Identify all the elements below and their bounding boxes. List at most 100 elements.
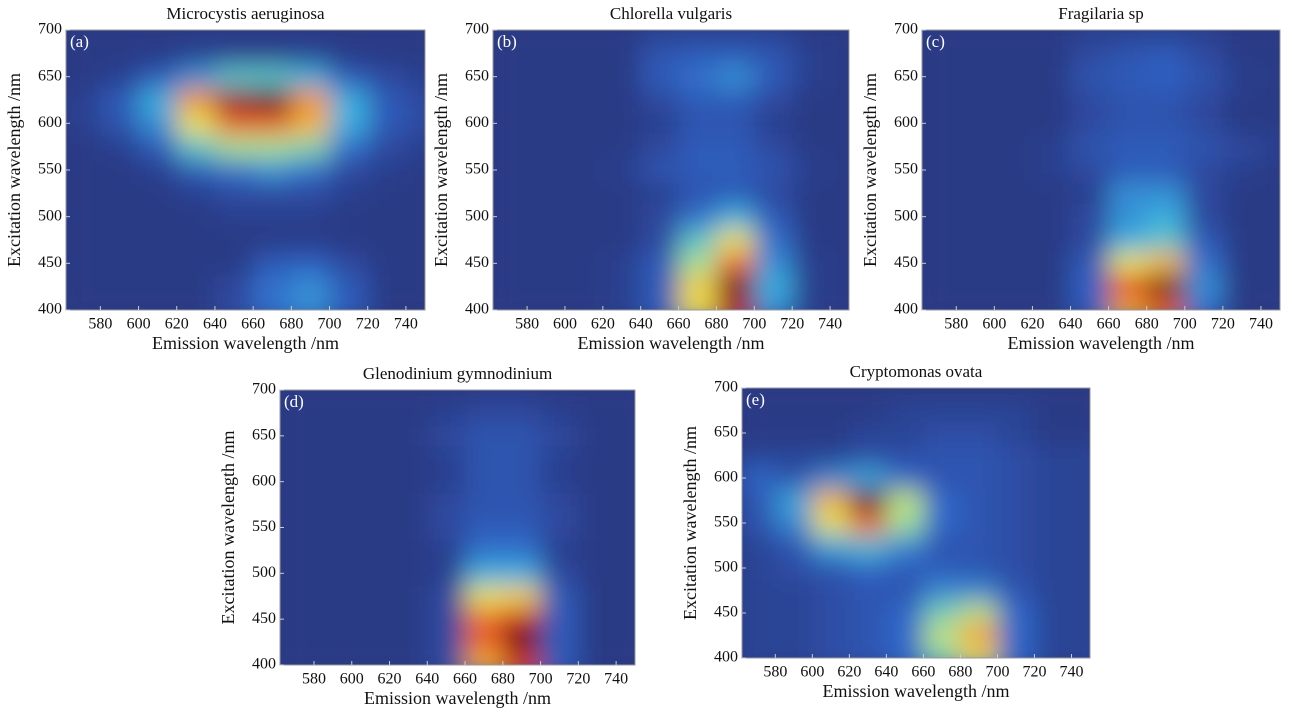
- heat-cell: [1034, 399, 1072, 423]
- heat-cell: [923, 444, 961, 468]
- heat-cell: [1146, 298, 1186, 310]
- heat-cell: [1108, 298, 1148, 310]
- heat-cell: [465, 630, 504, 655]
- heat-cell: [1032, 275, 1072, 299]
- heat-cell: [754, 275, 793, 299]
- heat-cell: [1108, 65, 1148, 89]
- heat-cell: [578, 538, 617, 563]
- heat-cell: [1184, 158, 1224, 183]
- heat-cell: [1146, 251, 1186, 276]
- heat-cell: [1070, 135, 1110, 159]
- heat-cell: [1108, 135, 1148, 159]
- heat-cell: [616, 538, 635, 563]
- heat-cell: [66, 275, 101, 299]
- heat-cell: [1260, 30, 1280, 43]
- heat-cell: [602, 298, 642, 310]
- heat-cell: [1222, 30, 1262, 43]
- heat-cell: [956, 41, 995, 66]
- heat-cell: [1070, 41, 1110, 66]
- heat-cell: [640, 275, 680, 299]
- heat-cell: [253, 158, 292, 183]
- heat-cell: [367, 181, 407, 206]
- heat-cell: [502, 607, 542, 632]
- x-tick-label: 640: [1059, 316, 1083, 333]
- heat-cell: [602, 251, 642, 276]
- heat-cell: [792, 298, 831, 310]
- heat-cell: [640, 228, 680, 253]
- heat-cell: [792, 181, 831, 206]
- heat-cell: [640, 158, 680, 183]
- heat-cell: [1260, 88, 1280, 113]
- heat-cell: [578, 653, 617, 665]
- heat-cell: [176, 205, 216, 229]
- heat-cell: [291, 228, 331, 253]
- heat-cell: [564, 30, 604, 43]
- heat-cell: [1108, 111, 1148, 136]
- heat-cell: [214, 65, 254, 89]
- heat-cell: [716, 135, 755, 159]
- heat-cell: [329, 111, 369, 136]
- heat-cell: [923, 579, 961, 603]
- heat-cell: [1034, 601, 1072, 625]
- heat-cell: [1034, 511, 1072, 535]
- heat-cell: [997, 466, 1035, 490]
- heat-cell: [830, 181, 849, 206]
- x-tick-label: 600: [340, 671, 364, 688]
- heat-cell: [678, 65, 717, 89]
- x-tick-label: 700: [985, 664, 1009, 681]
- heat-cell: [138, 205, 178, 229]
- heat-cell: [1108, 181, 1148, 206]
- heat-cell: [602, 228, 642, 253]
- x-tick-label: 600: [800, 664, 824, 681]
- heat-cell: [886, 556, 924, 580]
- heat-cell: [427, 561, 466, 586]
- heat-cell: [1108, 158, 1148, 183]
- heat-cell: [540, 424, 579, 448]
- heat-cell: [389, 447, 428, 471]
- x-tick-label: 740: [1059, 664, 1083, 681]
- heat-cell: [253, 205, 292, 229]
- x-tick-label: 700: [742, 316, 766, 333]
- heat-cell: [367, 135, 407, 159]
- heat-cell: [527, 111, 566, 136]
- heat-cell: [1184, 41, 1224, 66]
- plot-area: [493, 30, 849, 310]
- heat-cell: [923, 511, 961, 535]
- heat-cell: [997, 646, 1035, 658]
- heat-cell: [493, 30, 528, 43]
- heat-cell: [1222, 111, 1262, 136]
- heat-cell: [994, 111, 1033, 136]
- heat-cell: [176, 41, 216, 66]
- plot-area: [66, 30, 425, 310]
- heat-cell: [280, 516, 315, 540]
- heat-cell: [351, 516, 391, 540]
- heat-cell: [922, 275, 957, 299]
- heat-cell: [1184, 298, 1224, 310]
- heat-cell: [1260, 65, 1280, 89]
- heat-cell: [1184, 30, 1224, 43]
- x-tick-label: 620: [837, 664, 861, 681]
- heat-cell: [1034, 421, 1072, 445]
- heat-cell: [564, 88, 604, 113]
- heat-cell: [1146, 41, 1186, 66]
- heat-cell: [923, 421, 961, 445]
- heat-cell: [1146, 65, 1186, 89]
- heat-cell: [540, 493, 579, 517]
- heat-cell: [578, 516, 617, 540]
- x-axis-label: Emission wavelength /nm: [152, 333, 339, 353]
- heat-cell: [176, 298, 216, 310]
- heat-cell: [1146, 158, 1186, 183]
- x-axis-label: Emission wavelength /nm: [364, 688, 551, 708]
- heat-cell: [291, 205, 331, 229]
- heat-cell: [716, 158, 755, 183]
- heat-cell: [389, 653, 428, 665]
- y-tick-label: 700: [38, 21, 62, 38]
- heat-cell: [960, 624, 998, 648]
- heat-cell: [716, 181, 755, 206]
- heat-cell: [678, 30, 717, 43]
- y-tick-label: 650: [465, 67, 489, 84]
- y-tick-label: 400: [465, 301, 489, 318]
- heat-cell: [389, 561, 428, 586]
- heat-cell: [640, 298, 680, 310]
- heat-cell: [922, 65, 957, 89]
